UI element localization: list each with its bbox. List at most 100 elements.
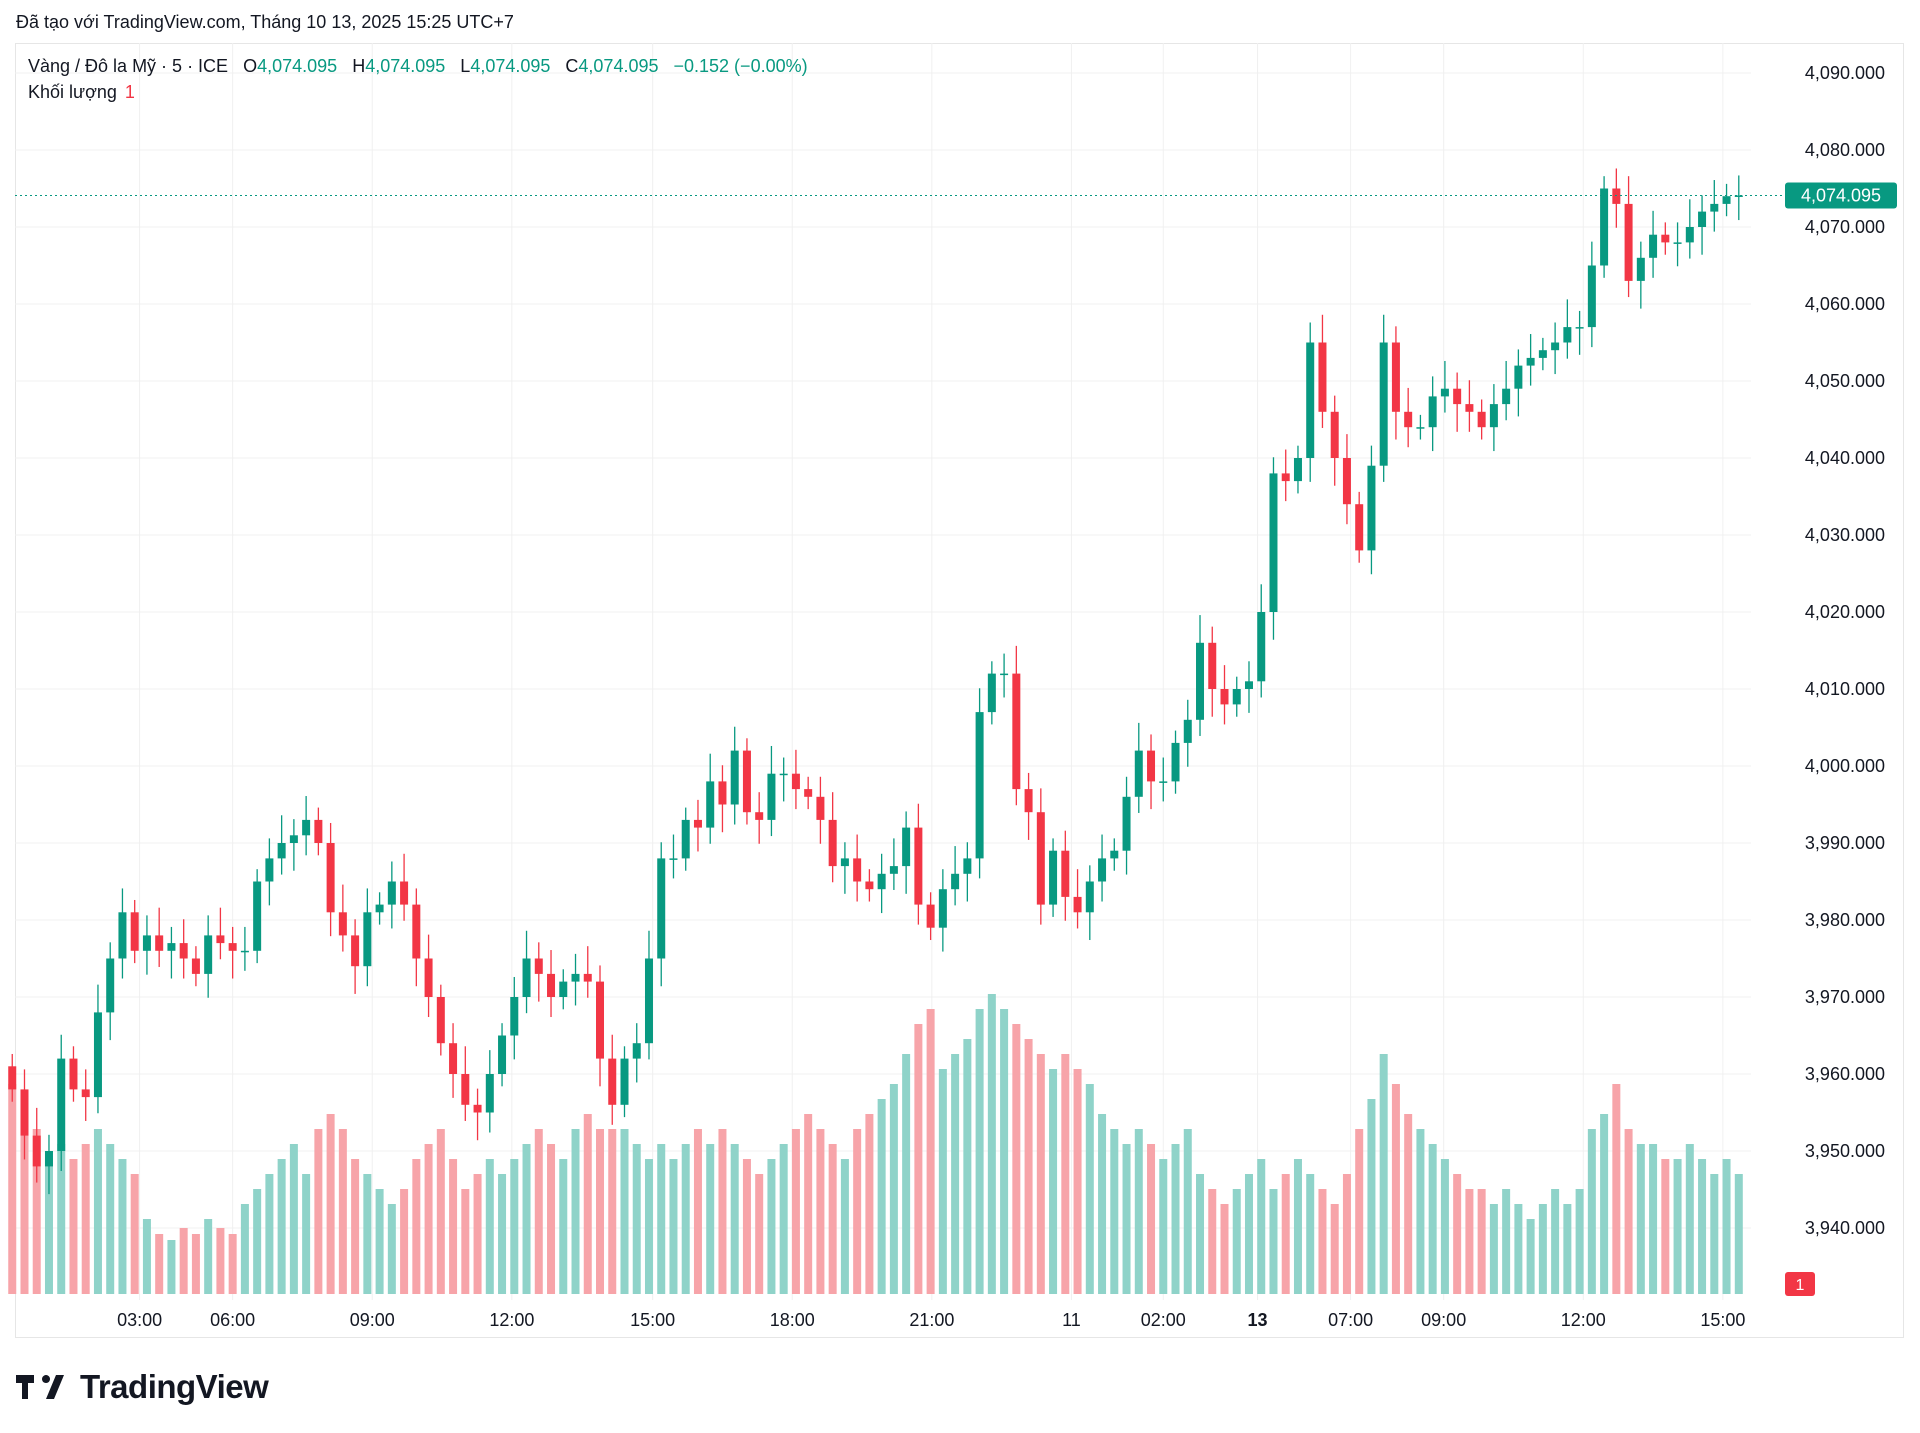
volume-bar [1367,1099,1376,1294]
candle-body [326,843,335,913]
volume-bar [1575,1189,1584,1294]
volume-bar [1636,1144,1645,1294]
candle-body [534,958,543,974]
price-tick-label: 4,040.000 [1805,448,1885,468]
symbol-name[interactable]: Vàng / Đô la Mỹ · 5 · ICE [28,56,229,76]
candle-body [1110,850,1119,859]
volume-bar [277,1159,286,1294]
volume-bar [1208,1189,1217,1294]
candle-body [1085,881,1094,913]
volume-bar [57,1144,66,1294]
candle-body [1685,227,1694,243]
volume-bar [583,1114,592,1294]
time-axis: 03:00 06:00 09:00 12:00 15:00 18:00 21:00 11 02:… [117,1310,1745,1330]
price-axis: 4,090.000 4,080.000 4,070.000 4,060.000 4,05… [1805,63,1885,1238]
tradingview-logo[interactable]: TradingView [16,1368,269,1406]
time-tick-label: 03:00 [117,1310,162,1330]
candle-body [1073,896,1082,913]
volume-bar [179,1228,188,1294]
candle-body [1208,642,1217,689]
candle-body [461,1074,470,1105]
volume-bar [1514,1204,1523,1294]
candle-body [767,773,776,820]
volume-bar [853,1129,862,1294]
volume-bar [1220,1204,1229,1294]
volume-bar [1355,1129,1364,1294]
volume-bar [142,1219,151,1294]
volume-bar [559,1159,568,1294]
candle-body [1367,465,1376,551]
volume-bar [620,1129,629,1294]
volume-bar [1293,1159,1302,1294]
candle-body [1342,458,1351,505]
volume-bar [608,1129,617,1294]
volume-bar [1526,1219,1535,1294]
candle-body [118,912,127,959]
candle-body [216,935,225,944]
candle-body [1012,673,1021,790]
volume-bar [253,1189,262,1294]
time-tick-label: 09:00 [1421,1310,1466,1330]
price-tick-label: 4,010.000 [1805,679,1885,699]
candle-body [1612,188,1621,204]
created-with-header: Đã tạo với TradingView.com, Tháng 10 13,… [16,12,514,32]
volume-bar [1061,1054,1070,1294]
volume-bar [644,1159,653,1294]
volume-bar [877,1099,886,1294]
volume-bar [155,1234,164,1294]
candle-body [877,873,886,890]
volume-bar [130,1174,139,1294]
candle-body [816,796,825,820]
chart-panel[interactable] [15,43,1904,1338]
change-value: −0.152 (−0.00%) [673,56,808,76]
time-tick-label: 02:00 [1141,1310,1186,1330]
volume-bar [1318,1189,1327,1294]
volume-bar [216,1228,225,1294]
volume-bar [1159,1159,1168,1294]
low-value: 4,074.095 [470,56,551,76]
candle-body [265,858,274,882]
candle-body [81,1089,90,1098]
volume-bar [681,1144,690,1294]
volume-bar [1073,1069,1082,1294]
volume-bar [1342,1174,1351,1294]
candle-body [32,1135,41,1167]
volume-bar [326,1114,335,1294]
volume-bar [706,1144,715,1294]
volume-bar [424,1144,433,1294]
candle-body [1465,404,1474,412]
candle-body [363,912,372,967]
volume-value: 1 [124,82,135,102]
candle-body [889,866,898,874]
price-tick-label: 3,950.000 [1805,1141,1885,1161]
candle-body [1489,404,1498,428]
candle-body [1575,327,1584,329]
candle-body [375,904,384,913]
price-tick-label: 3,960.000 [1805,1064,1885,1084]
volume-bar [1428,1144,1437,1294]
volume-bar [1563,1204,1572,1294]
candle-body [693,819,702,828]
volume-bars [8,994,1743,1294]
candle-body [228,943,237,951]
candle-body [865,881,874,890]
volume-bar [657,1144,666,1294]
candle-body [1269,473,1278,612]
volume-legend[interactable]: Khối lượng 1 [28,82,135,103]
candle-body [583,973,592,982]
candle-body [657,858,666,959]
volume-bar [1232,1189,1241,1294]
volume-bar [926,1009,935,1294]
volume-bar [1391,1084,1400,1294]
candle-body [914,827,923,905]
volume-bar [1685,1144,1694,1294]
candle-body [130,912,139,951]
volume-bar [1440,1159,1449,1294]
volume-bar [1587,1129,1596,1294]
close-value: 4,074.095 [578,56,659,76]
candle-body [681,819,690,859]
time-tick-label: 13 [1248,1310,1268,1330]
volume-bar [1049,1069,1058,1294]
candle-body [791,773,800,790]
